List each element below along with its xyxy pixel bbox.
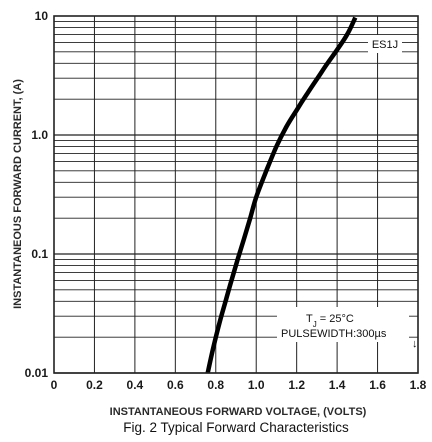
tj-value: = 25°C: [317, 313, 354, 325]
figure-caption: Fig. 2 Typical Forward Characteristics: [123, 420, 349, 435]
x-tick-label: 0.8: [207, 378, 224, 392]
y-tick-label: 0.01: [25, 366, 49, 380]
x-tick-label: 1.4: [329, 378, 346, 392]
conditions-box: [277, 307, 409, 342]
annotation-layer: ES1J TJ = 25°C PULSEWIDTH:300µs ↓: [277, 35, 418, 350]
tj-symbol: T: [306, 313, 313, 325]
x-axis-title: INSTANTANEOUS FORWARD VOLTAGE, (VOLTS): [110, 406, 367, 418]
junction-temperature-label: TJ = 25°C: [306, 313, 354, 329]
y-axis-title: INSTANTANEOUS FORWARD CURRENT, (A): [12, 79, 24, 309]
series-line-es1j: [205, 16, 358, 374]
x-tick-label: 1.2: [288, 378, 305, 392]
x-tick-label: 1.0: [248, 378, 265, 392]
legend-box: [368, 35, 402, 53]
y-tick-label: 10: [35, 9, 49, 23]
curve-layer: [205, 16, 358, 374]
x-tick-label: 0.2: [86, 378, 103, 392]
x-tick-label: 0.6: [167, 378, 184, 392]
y-tick-label: 0.1: [31, 247, 48, 261]
x-tick-label: 1.8: [410, 378, 427, 392]
x-tick-label: 0: [51, 378, 58, 392]
pulse-marker: ↓: [412, 338, 418, 350]
tj-subscript: J: [313, 320, 317, 329]
plot-frame: [53, 15, 419, 374]
y-tick-label: 1.0: [31, 128, 48, 142]
legend-label: ES1J: [372, 39, 398, 51]
x-tick-label: 1.6: [369, 378, 386, 392]
pulse-width-label: PULSEWIDTH:300µs: [281, 328, 387, 340]
tick-label-layer: 0 0.2 0.4 0.6 0.8 1.0 1.2 1.4 1.6 1.8 0.01 0.1 1.0 10: [25, 9, 427, 392]
x-tick-label: 0.4: [127, 378, 144, 392]
